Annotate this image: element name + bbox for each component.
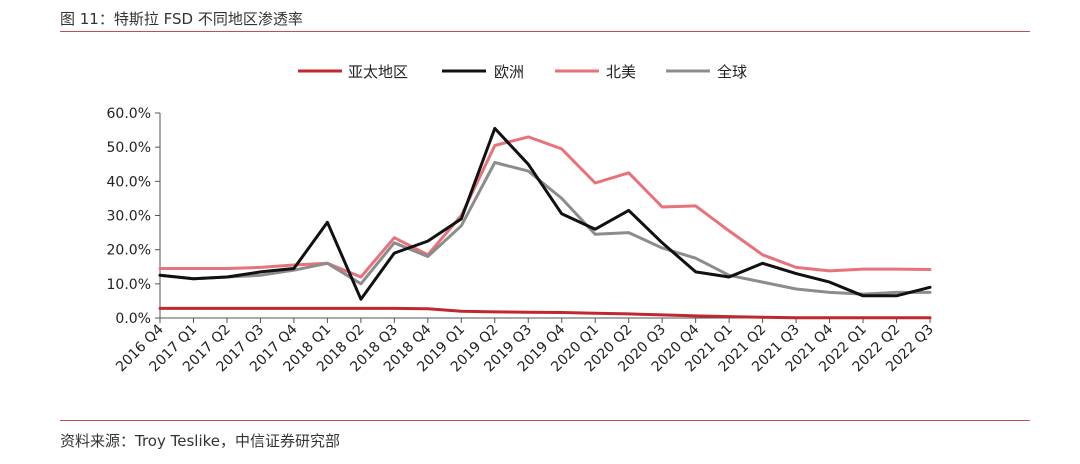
series-lines — [158, 126, 932, 320]
y-tick-label: 60.0% — [107, 106, 151, 122]
y-tick-label: 20.0% — [107, 243, 151, 259]
legend-label-1: 欧洲 — [494, 63, 524, 81]
legend-label-2: 北美 — [606, 63, 636, 81]
y-tick-label: 0.0% — [115, 311, 151, 327]
y-axis: 0.0% 10.0% 20.0% 30.0% 40.0% 50.0% 60.0% — [107, 106, 161, 327]
y-tick-label: 40.0% — [107, 174, 151, 190]
chart-legend: 亚太地区 欧洲 北美 全球 — [298, 63, 747, 81]
series-line-2 — [158, 135, 932, 279]
penetration-line-chart: 亚太地区 欧洲 北美 全球 0.0% 10.0% 20.0% 30.0% 40.0% 50.0%… — [107, 63, 937, 375]
y-tick-label: 50.0% — [107, 140, 151, 156]
y-tick-label: 10.0% — [107, 277, 151, 293]
legend-label-0: 亚太地区 — [348, 63, 408, 81]
figure-title: 图 11：特斯拉 FSD 不同地区渗透率 — [60, 10, 303, 28]
source-note: 资料来源：Troy Teslike，中信证券研究部 — [60, 432, 340, 450]
legend-label-3: 全球 — [717, 63, 747, 81]
bottom-rule — [60, 420, 1030, 421]
series-line-1 — [158, 126, 932, 301]
series-line-0 — [158, 306, 932, 320]
y-tick-label: 30.0% — [107, 209, 151, 225]
series-line-3 — [158, 161, 932, 296]
top-rule — [60, 31, 1030, 32]
